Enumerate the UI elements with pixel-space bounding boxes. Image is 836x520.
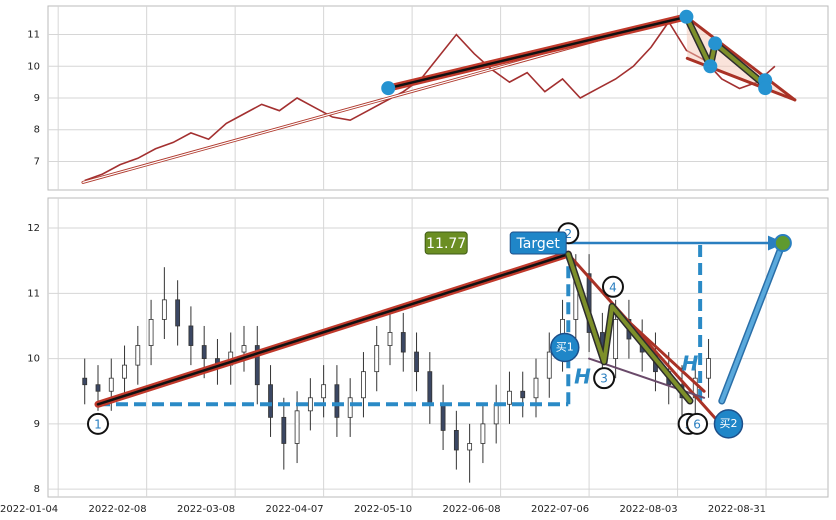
x-tick-label: 2022-06-08 (442, 504, 500, 515)
channel-line (684, 15, 797, 102)
buy-label: 买1 (556, 341, 574, 354)
height-label: H (574, 365, 591, 389)
candle-body (400, 332, 406, 353)
candle-body (467, 443, 473, 451)
y-tick-label: 12 (27, 223, 40, 234)
trend-line-inner (96, 252, 570, 406)
x-tick-label: 2022-04-07 (266, 504, 324, 515)
value-box (424, 231, 468, 255)
y-tick-label: 8 (34, 125, 40, 136)
candle-body (161, 299, 167, 320)
candle-body (148, 319, 154, 346)
plot-content (81, 9, 797, 184)
candle-body (374, 345, 380, 373)
trend-line-inner (386, 15, 688, 90)
candle-body (122, 364, 127, 379)
candle-body (706, 358, 711, 379)
wave-label: 4 (609, 280, 617, 294)
candle-body (268, 384, 273, 418)
x-tick-label: 2022-05-10 (354, 504, 412, 515)
candle-body (507, 390, 512, 405)
y-tick-label: 11 (27, 288, 40, 299)
buy-label: 买2 (719, 417, 737, 430)
candle-body (480, 423, 486, 444)
candle-body (387, 332, 393, 346)
candle-body (201, 345, 207, 359)
target-label: Target (516, 236, 561, 252)
wave-label-circle (86, 412, 109, 435)
candle-body (241, 345, 247, 353)
candle-body (347, 397, 353, 418)
candle-body (307, 397, 313, 412)
wave-label-circle (601, 275, 624, 298)
candle-body (533, 377, 539, 399)
y-tick-label: 10 (27, 61, 40, 72)
y-tick-label: 7 (34, 156, 40, 167)
candle-body (188, 325, 194, 346)
y-tick-label: 8 (34, 484, 40, 495)
y-tick-label: 11 (27, 30, 40, 41)
candle-body (334, 384, 340, 418)
x-tick-label: 2022-08-31 (708, 504, 766, 515)
candle-body (493, 403, 499, 425)
candle-body (108, 377, 114, 392)
candle-body (95, 384, 101, 392)
x-tick-label: 2022-07-06 (531, 504, 589, 515)
candle-body (546, 351, 552, 379)
value-label: 11.77 (426, 236, 466, 252)
candle-body (440, 403, 446, 431)
wave-label-circle (593, 367, 616, 390)
candle-body (427, 371, 433, 405)
candle-body (321, 384, 327, 399)
height-label: H (682, 352, 699, 376)
candle-body (82, 377, 88, 386)
candle-body (453, 430, 459, 451)
candle-body (361, 371, 366, 399)
target-dot (773, 234, 792, 253)
buy-marker (713, 409, 744, 439)
top-panel: 7 8 9 10 11 (27, 5, 829, 191)
candle-body (613, 319, 619, 359)
pivot-dot (758, 81, 773, 96)
x-tick-label: 2022-08-03 (619, 504, 677, 515)
pivot-dot (703, 59, 718, 74)
projection-line-inner (719, 241, 785, 404)
wave-label: 1 (94, 417, 102, 431)
wave-label-circle (686, 412, 709, 435)
candle-body (281, 416, 287, 444)
x-tick-label: 2022-01-04 (0, 504, 58, 515)
wave-label: 2 (564, 227, 572, 241)
price-line (84, 20, 776, 182)
zigzag-line-inner (566, 252, 692, 404)
zigzag-line-inner (684, 14, 768, 88)
candle-body (414, 351, 419, 373)
buy-marker (550, 332, 580, 363)
y-tick-label: 9 (34, 419, 40, 430)
candle-body (294, 410, 300, 444)
x-tick-label: 2022-02-08 (89, 504, 147, 515)
candle-body (254, 345, 260, 386)
pivot-dot (708, 36, 723, 51)
candle-body (520, 390, 526, 399)
target-box (509, 231, 567, 255)
y-tick-label: 10 (27, 354, 40, 365)
wave-label: 6 (693, 417, 701, 431)
x-tick-label: 2022-03-08 (177, 504, 235, 515)
y-tick-label: 9 (34, 93, 40, 104)
wave-label: 3 (600, 372, 608, 386)
pivot-dot (381, 81, 396, 96)
candle-body (135, 345, 141, 366)
pivot-dot (679, 9, 694, 24)
candle-body (175, 299, 181, 327)
